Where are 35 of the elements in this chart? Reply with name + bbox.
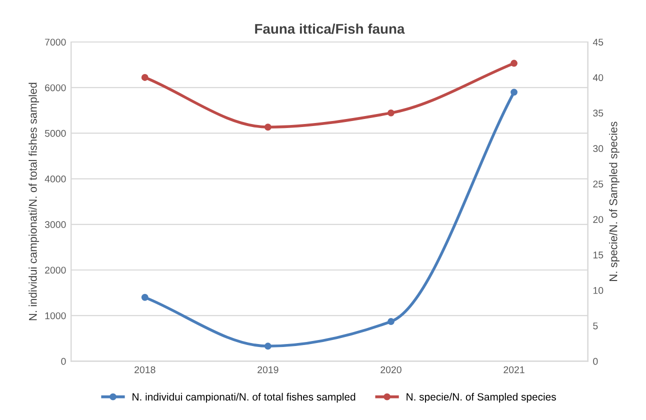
x-tick-label: 2018: [134, 366, 156, 374]
y-tick-label: 3000: [44, 221, 66, 228]
y2-tick-label: 35: [593, 110, 604, 117]
point: [510, 88, 518, 96]
point: [141, 294, 148, 301]
y2-tick-label: 30: [593, 145, 604, 152]
point: [510, 60, 518, 67]
point: [264, 124, 272, 131]
y2-tick-label: 45: [592, 38, 604, 46]
y-tick-label: 1000: [45, 312, 66, 320]
y2-tick-label: 0: [593, 358, 598, 365]
chart-title: Fauna ittica/Fish fauna: [255, 24, 405, 34]
y2-tick-label: 5: [593, 322, 598, 330]
x-tick-label: 2019: [258, 366, 278, 374]
y2-tick-label: 40: [592, 74, 604, 82]
y-tick-label: 2000: [45, 266, 66, 274]
y-tick-label: 6000: [45, 84, 66, 92]
x-tick-label: 2021: [504, 366, 524, 374]
point: [388, 109, 394, 116]
point: [388, 318, 394, 325]
y2-tick-label: 25: [593, 180, 604, 188]
y2-tick-label: 15: [593, 252, 604, 258]
y2-tick-label: 20: [593, 216, 604, 223]
x-tick-label: 2020: [380, 366, 402, 374]
y2-axis-title: N. specie/N. of Sampled species: [609, 122, 620, 281]
legend-label: N. individui campionati/N. of total fishes sampled: [132, 392, 356, 403]
y-tick-label: 7000: [45, 38, 66, 46]
y-tick-label: 0: [61, 358, 66, 365]
legend-label: N. specie/N. of Sampled species: [406, 392, 556, 403]
y-tick-label: 5000: [44, 130, 66, 137]
y-axis-title: N. individui campionati/N. of total fishes sampled: [28, 82, 40, 320]
point: [141, 74, 148, 81]
y2-tick-label: 10: [593, 287, 604, 294]
point: [264, 342, 272, 350]
y-tick-label: 4000: [44, 176, 66, 182]
